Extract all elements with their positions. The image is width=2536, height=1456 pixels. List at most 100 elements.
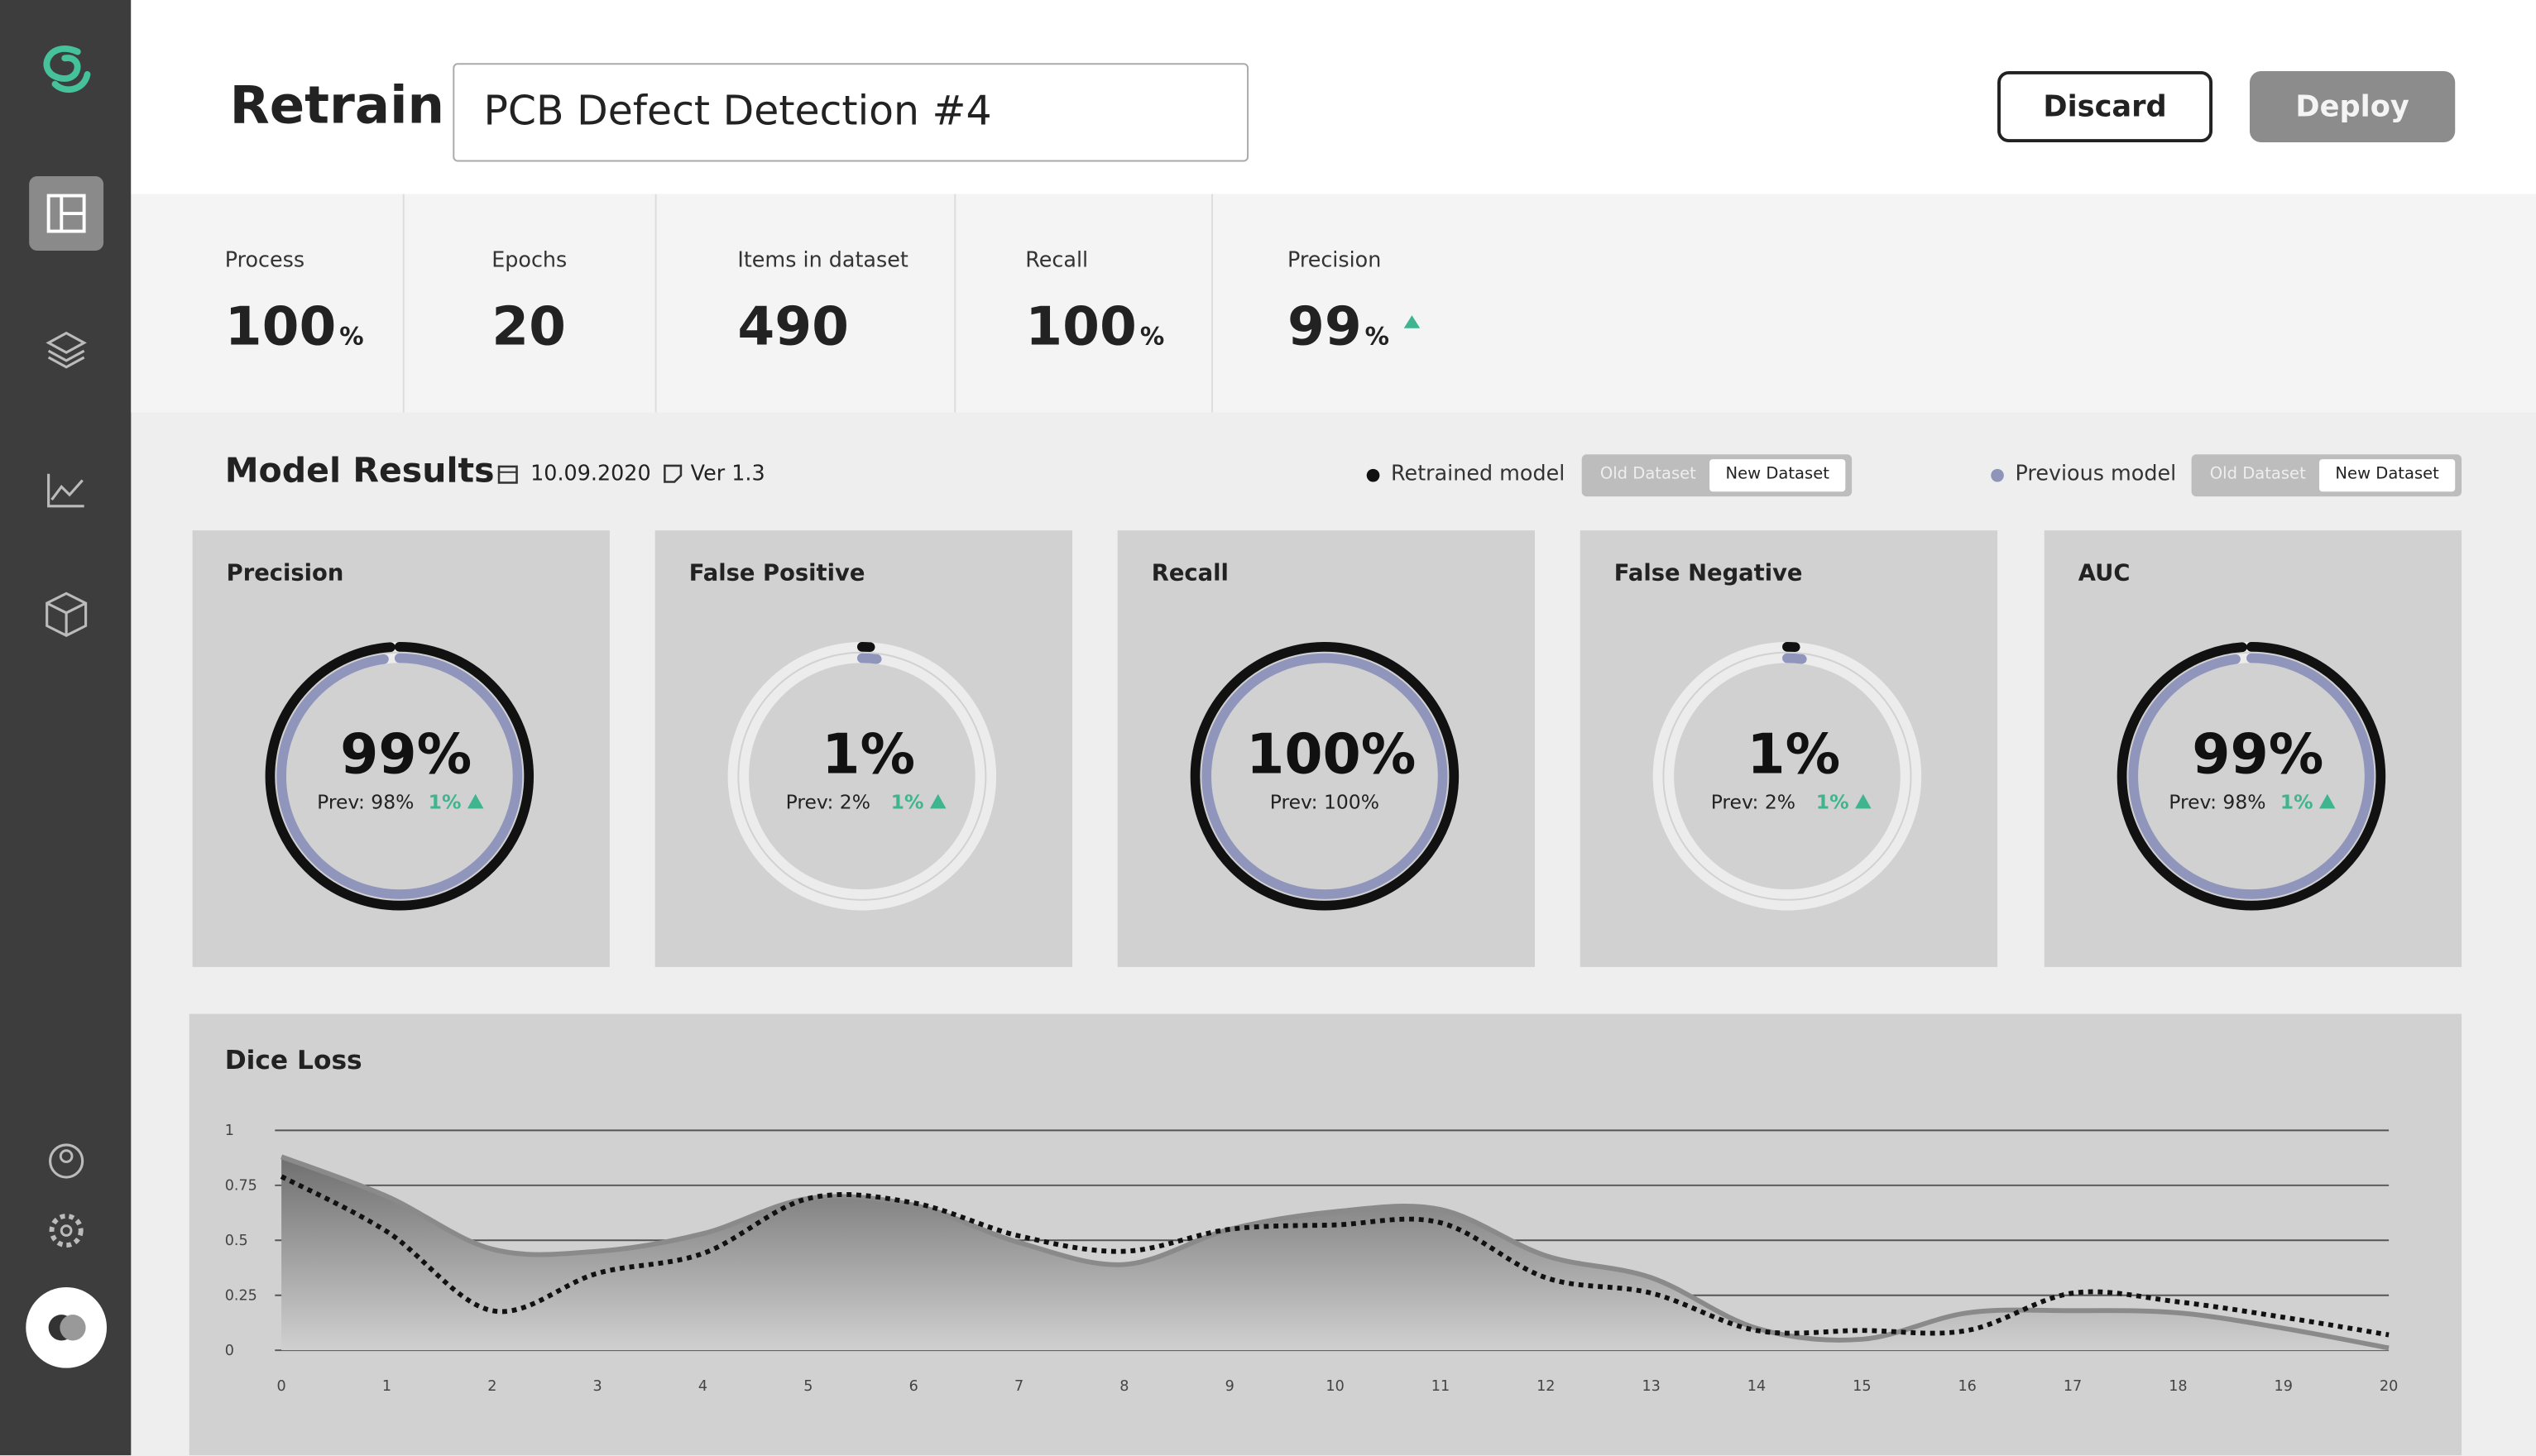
x-tick-label: 13 bbox=[1642, 1378, 1660, 1395]
trend-up bbox=[467, 793, 484, 809]
toggle-option[interactable]: Old Dataset bbox=[1599, 465, 1696, 484]
chart-title: Dice Loss bbox=[224, 1044, 362, 1075]
model-name-input[interactable]: PCB Defect Detection #4 bbox=[453, 63, 1249, 162]
gauge-prev: Prev: 98% bbox=[317, 790, 414, 813]
x-tick-label: 17 bbox=[2064, 1378, 2082, 1395]
card-title: AUC bbox=[2078, 561, 2131, 587]
y-tick-label: 0.75 bbox=[225, 1178, 257, 1195]
results-title: Model Results bbox=[224, 451, 495, 491]
stat: Epochs 20 bbox=[403, 194, 657, 413]
gauge-value: 99% bbox=[2192, 721, 2323, 786]
stat-value: 100 bbox=[224, 294, 337, 357]
stat-label: Items in dataset bbox=[737, 249, 908, 274]
version-icon bbox=[664, 464, 683, 483]
toggle-option[interactable]: Old Dataset bbox=[2209, 465, 2306, 484]
x-tick-label: 5 bbox=[803, 1378, 813, 1395]
legend-dot bbox=[1366, 468, 1380, 482]
gauge-value: 1% bbox=[822, 721, 915, 786]
gauge-delta: 1% bbox=[2280, 790, 2313, 813]
stat: Recall 100% bbox=[954, 194, 1214, 413]
stat-value: 100 bbox=[1025, 294, 1137, 357]
x-tick-label: 7 bbox=[1014, 1378, 1024, 1395]
card-title: Recall bbox=[1151, 561, 1229, 587]
dataset-toggle: Old Dataset New Dataset bbox=[2191, 454, 2462, 497]
gauge-delta: 1% bbox=[429, 790, 462, 813]
x-tick-label: 15 bbox=[1853, 1378, 1871, 1395]
metric-card: False Negative 1% Prev: 2% 1% bbox=[1580, 530, 1998, 967]
x-tick-label: 11 bbox=[1431, 1378, 1450, 1395]
card-title: Precision bbox=[226, 561, 344, 587]
gauge-prev: Prev: 2% bbox=[786, 790, 870, 813]
x-tick-label: 10 bbox=[1326, 1378, 1344, 1395]
x-tick-label: 8 bbox=[1119, 1378, 1129, 1395]
y-tick-label: 1 bbox=[225, 1123, 234, 1139]
gauge: 1% Prev: 2% 1% bbox=[727, 642, 997, 911]
gauge-arc bbox=[1201, 653, 1448, 899]
legend-label: Retrained model bbox=[1391, 462, 1565, 487]
gauge: 99% Prev: 98% 1% bbox=[265, 642, 535, 911]
gauge: 1% Prev: 2% 1% bbox=[1652, 642, 1922, 911]
toggle-option[interactable]: New Dataset bbox=[2319, 459, 2456, 492]
x-tick-label: 18 bbox=[2169, 1378, 2187, 1395]
x-tick-label: 4 bbox=[698, 1378, 707, 1395]
x-tick-label: 1 bbox=[382, 1378, 391, 1395]
trend-up bbox=[929, 793, 947, 809]
legend-dot bbox=[1991, 468, 2004, 482]
page-title: Retrain bbox=[229, 74, 445, 136]
trend-up bbox=[2319, 793, 2336, 809]
nav-chart[interactable] bbox=[47, 473, 84, 508]
stat-unit: % bbox=[339, 321, 364, 352]
gauge-delta: 1% bbox=[1816, 790, 1849, 813]
x-tick-label: 12 bbox=[1536, 1378, 1555, 1395]
nav-box[interactable] bbox=[46, 592, 88, 637]
stat-label: Epochs bbox=[491, 249, 568, 274]
metric-card: AUC 99% Prev: 98% 1% bbox=[2044, 530, 2462, 967]
gauge: 100% Prev: 100% bbox=[1190, 642, 1460, 911]
gauge-arc bbox=[276, 653, 523, 899]
x-tick-label: 20 bbox=[2380, 1378, 2398, 1395]
gauge-prev: Prev: 100% bbox=[1270, 790, 1379, 813]
gauge: 99% Prev: 98% 1% bbox=[2117, 642, 2386, 911]
x-tick-label: 3 bbox=[593, 1378, 602, 1395]
x-tick-label: 0 bbox=[277, 1378, 286, 1395]
stat-label: Process bbox=[224, 249, 305, 274]
toggle-option[interactable]: New Dataset bbox=[1709, 459, 1846, 492]
nav-user[interactable] bbox=[49, 1143, 84, 1179]
dataset-toggle: Old Dataset New Dataset bbox=[1581, 454, 1853, 497]
x-tick-label: 14 bbox=[1747, 1378, 1766, 1395]
stat-value: 20 bbox=[491, 294, 567, 357]
x-tick-label: 6 bbox=[909, 1378, 918, 1395]
nav-settings[interactable] bbox=[49, 1214, 84, 1248]
stat-label: Precision bbox=[1287, 249, 1382, 274]
stat-value: 490 bbox=[737, 294, 850, 357]
logo[interactable] bbox=[43, 46, 91, 93]
metric-card: False Positive 1% Prev: 2% 1% bbox=[654, 530, 1072, 967]
stat: Precision 99% bbox=[1211, 194, 1470, 413]
gauge-arc bbox=[727, 642, 997, 911]
results-date: 10.09.2020 bbox=[530, 462, 651, 487]
metric-card: Precision 99% Prev: 98% 1% bbox=[192, 530, 610, 967]
stat-value-wrap: 490 bbox=[737, 295, 849, 357]
stats-band bbox=[131, 194, 2536, 413]
y-tick-label: 0.5 bbox=[225, 1233, 248, 1249]
gauge-arc bbox=[739, 653, 985, 899]
gauge-arc bbox=[2128, 653, 2375, 899]
chart-panel: Dice Loss 0 0.25 0.5 0.75 1 0 1 2 3 4 5 6 7 8 9 10 11 12 1… bbox=[189, 1013, 2462, 1456]
stat-value-wrap: 99% bbox=[1287, 295, 1421, 357]
trend-up bbox=[1855, 793, 1872, 809]
gauge-arc bbox=[265, 642, 535, 911]
stat: Process 100% bbox=[131, 194, 405, 413]
gauge-arc bbox=[1664, 653, 1910, 899]
stat-value-wrap: 100% bbox=[1025, 295, 1164, 357]
discard-button[interactable]: Discard bbox=[1997, 71, 2213, 143]
area-line bbox=[280, 1154, 2390, 1351]
deploy-button[interactable]: Deploy bbox=[2249, 71, 2456, 143]
gauge-prev: Prev: 2% bbox=[1711, 790, 1795, 813]
stat-value: 99 bbox=[1287, 294, 1362, 357]
gauge-value: 99% bbox=[340, 721, 472, 786]
stat-unit: % bbox=[1364, 321, 1390, 352]
nav-layers[interactable] bbox=[46, 331, 87, 369]
x-tick-label: 9 bbox=[1225, 1378, 1234, 1395]
